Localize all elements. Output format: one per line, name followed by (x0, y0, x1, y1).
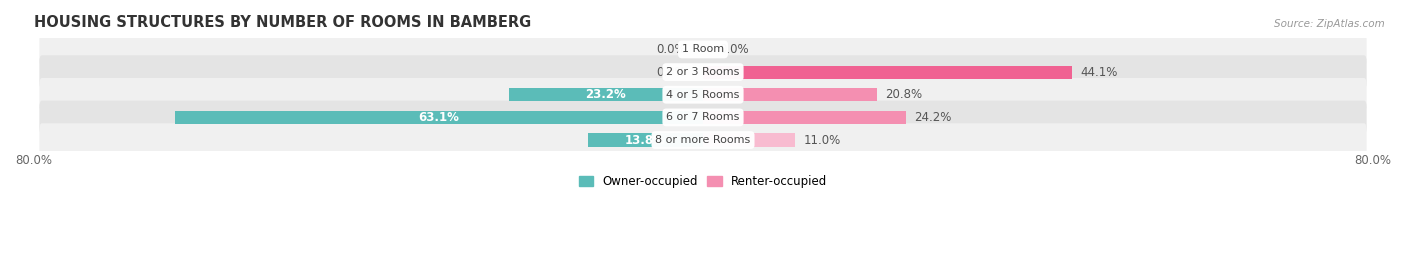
Text: HOUSING STRUCTURES BY NUMBER OF ROOMS IN BAMBERG: HOUSING STRUCTURES BY NUMBER OF ROOMS IN… (34, 15, 530, 30)
Text: 8 or more Rooms: 8 or more Rooms (655, 135, 751, 145)
Bar (703, 111, 905, 124)
Text: 13.8%: 13.8% (624, 134, 665, 147)
Text: 0.0%: 0.0% (657, 43, 686, 56)
FancyBboxPatch shape (39, 78, 1367, 112)
Bar (703, 133, 794, 147)
Text: 4 or 5 Rooms: 4 or 5 Rooms (666, 90, 740, 100)
Bar (703, 66, 1071, 79)
Text: 0.0%: 0.0% (720, 43, 749, 56)
Text: 63.1%: 63.1% (419, 111, 460, 124)
Text: 1 Room: 1 Room (682, 44, 724, 54)
Text: 23.2%: 23.2% (585, 88, 626, 101)
FancyBboxPatch shape (39, 33, 1367, 66)
Text: 44.1%: 44.1% (1080, 66, 1118, 79)
Text: 11.0%: 11.0% (803, 134, 841, 147)
Bar (174, 111, 703, 124)
Text: Source: ZipAtlas.com: Source: ZipAtlas.com (1274, 19, 1385, 29)
FancyBboxPatch shape (39, 55, 1367, 89)
Text: 20.8%: 20.8% (886, 88, 922, 101)
Text: 6 or 7 Rooms: 6 or 7 Rooms (666, 112, 740, 122)
Bar (703, 88, 877, 101)
FancyBboxPatch shape (39, 123, 1367, 157)
Text: 24.2%: 24.2% (914, 111, 952, 124)
Bar (509, 88, 703, 101)
FancyBboxPatch shape (39, 101, 1367, 134)
Legend: Owner-occupied, Renter-occupied: Owner-occupied, Renter-occupied (574, 171, 832, 193)
Text: 0.0%: 0.0% (657, 66, 686, 79)
Text: 2 or 3 Rooms: 2 or 3 Rooms (666, 67, 740, 77)
Bar (588, 133, 703, 147)
